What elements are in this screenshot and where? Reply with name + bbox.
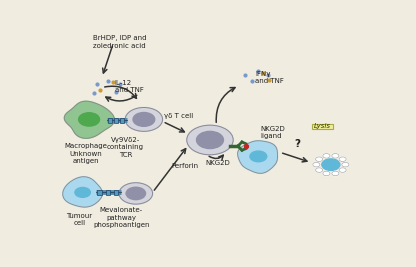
Circle shape	[323, 154, 330, 158]
Text: NKG2D: NKG2D	[206, 160, 230, 166]
Text: γδ T cell: γδ T cell	[164, 113, 193, 119]
Circle shape	[313, 162, 320, 167]
Circle shape	[332, 154, 339, 158]
Circle shape	[342, 162, 349, 167]
Circle shape	[322, 159, 340, 170]
Text: Perforin: Perforin	[171, 163, 199, 169]
Circle shape	[323, 171, 330, 176]
Circle shape	[196, 131, 223, 148]
Circle shape	[332, 171, 339, 176]
Text: Vγ9Vδ2-
containing
TCR: Vγ9Vδ2- containing TCR	[107, 137, 144, 158]
FancyBboxPatch shape	[106, 190, 110, 195]
Circle shape	[133, 112, 155, 126]
FancyBboxPatch shape	[114, 190, 118, 195]
Circle shape	[79, 113, 99, 126]
Text: ?: ?	[295, 139, 300, 149]
Text: NKG2D
ligand: NKG2D ligand	[260, 125, 285, 139]
Polygon shape	[63, 177, 102, 207]
Text: BrHDP, IDP and
zoledronic acid: BrHDP, IDP and zoledronic acid	[93, 35, 146, 49]
Circle shape	[316, 168, 323, 172]
Text: Lysis: Lysis	[314, 123, 331, 129]
Text: IFNγ
and TNF: IFNγ and TNF	[255, 71, 284, 84]
Circle shape	[250, 151, 267, 162]
Circle shape	[125, 108, 163, 131]
FancyBboxPatch shape	[97, 190, 102, 195]
Text: Macrophage
Unknown
antigen: Macrophage Unknown antigen	[64, 143, 107, 164]
FancyBboxPatch shape	[114, 118, 118, 123]
Circle shape	[187, 125, 233, 155]
FancyBboxPatch shape	[312, 124, 334, 129]
Circle shape	[126, 187, 146, 200]
Circle shape	[75, 187, 90, 197]
Text: Tumour
cell: Tumour cell	[66, 213, 92, 226]
Circle shape	[339, 157, 346, 162]
FancyBboxPatch shape	[108, 118, 112, 123]
Text: Mevalonate-
pathway
phosphoantigen: Mevalonate- pathway phosphoantigen	[93, 207, 150, 228]
Circle shape	[316, 157, 323, 162]
Polygon shape	[238, 141, 277, 173]
FancyBboxPatch shape	[120, 118, 124, 123]
Text: IL-12
and TNF: IL-12 and TNF	[115, 80, 144, 93]
Circle shape	[339, 168, 346, 172]
Circle shape	[119, 183, 153, 204]
Polygon shape	[64, 101, 114, 138]
